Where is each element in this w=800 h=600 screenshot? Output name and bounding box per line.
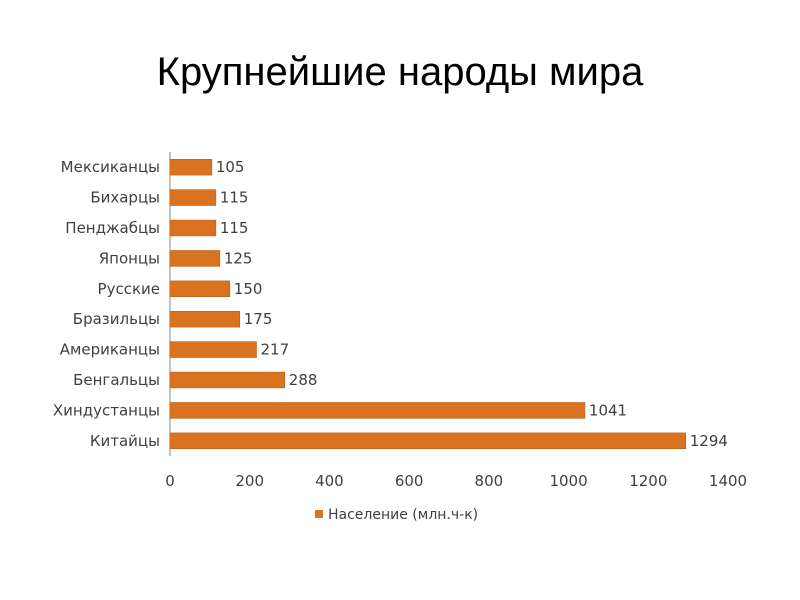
bar bbox=[169, 341, 257, 358]
category-label: Хиндустанцы bbox=[53, 401, 160, 419]
data-label: 105 bbox=[216, 158, 245, 176]
category-label: Китайцы bbox=[90, 432, 160, 450]
data-label: 1041 bbox=[589, 401, 627, 419]
bar bbox=[169, 219, 217, 237]
bar bbox=[169, 371, 286, 389]
category-label: Японцы bbox=[99, 249, 160, 267]
bar bbox=[169, 310, 241, 328]
category-label: Мексиканцы bbox=[61, 158, 160, 176]
x-tick-label: 1000 bbox=[549, 472, 587, 490]
data-label: 150 bbox=[234, 280, 263, 298]
legend: Население (млн.ч-к) bbox=[315, 507, 478, 523]
category-label: Бенгальцы bbox=[73, 371, 160, 389]
data-label: 115 bbox=[220, 219, 249, 237]
data-label: 125 bbox=[224, 249, 253, 267]
x-tick-label: 0 bbox=[165, 472, 175, 490]
x-tick-label: 1200 bbox=[629, 472, 667, 490]
x-tick-label: 400 bbox=[315, 472, 344, 490]
data-label: 288 bbox=[289, 371, 318, 389]
bar bbox=[169, 158, 213, 176]
x-tick-label: 1400 bbox=[709, 472, 747, 490]
data-label: 175 bbox=[244, 310, 273, 328]
bar bbox=[169, 280, 231, 298]
x-tick-label: 200 bbox=[235, 472, 264, 490]
slide-title: Крупнейшие народы мира bbox=[156, 50, 644, 94]
bar bbox=[169, 432, 687, 450]
category-label: Американцы bbox=[60, 341, 160, 359]
x-tick-label: 800 bbox=[475, 472, 504, 490]
data-label: 1294 bbox=[690, 432, 728, 450]
legend-swatch bbox=[315, 510, 323, 518]
category-label: Бразильцы bbox=[73, 310, 160, 328]
axis-layer: 0 200 400 600 800 1000 1200 1400 bbox=[165, 152, 747, 490]
data-label: 217 bbox=[260, 341, 289, 359]
bar bbox=[169, 402, 586, 419]
category-label: Пенджабцы bbox=[65, 219, 160, 237]
bars-layer bbox=[169, 158, 687, 450]
bar bbox=[169, 189, 217, 206]
x-tick-label: 600 bbox=[395, 472, 424, 490]
category-label: Бихарцы bbox=[90, 189, 160, 207]
bar bbox=[169, 250, 221, 267]
labels-layer: Мексиканцы 105 Бихарцы 115 Пенджабцы 115 Японц… bbox=[53, 158, 728, 450]
category-label: Русские bbox=[98, 280, 160, 298]
data-label: 115 bbox=[220, 189, 249, 207]
legend-label: Население (млн.ч-к) bbox=[328, 507, 478, 523]
